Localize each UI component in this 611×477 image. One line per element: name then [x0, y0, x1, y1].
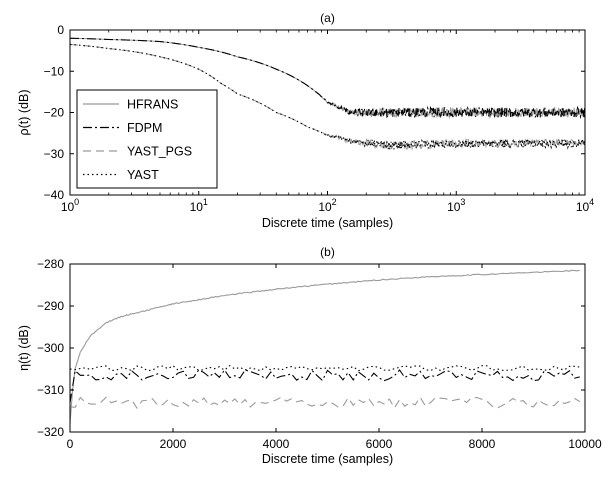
x-tick-label: 6000 [366, 437, 393, 451]
x-tick-label: 104 [576, 197, 594, 214]
panel-b-series [70, 269, 581, 425]
x-tick-label: 2000 [160, 437, 187, 451]
panel-a-ylabel: ρ(t) (dB) [17, 90, 31, 136]
series-line-fdpm [70, 37, 585, 119]
legend-box [76, 89, 218, 189]
series-line-yast_pgs [70, 396, 581, 409]
panel-a-series [70, 37, 585, 151]
panel-a-title: (a) [320, 11, 335, 25]
legend-label-yast: YAST [127, 168, 159, 182]
panel-b-title: (b) [320, 245, 335, 259]
x-tick-label: 100 [61, 197, 79, 214]
y-tick-label: −290 [37, 299, 64, 313]
x-tick-label: 4000 [263, 437, 290, 451]
series-line-yast [70, 364, 580, 372]
x-tick-label: 10000 [568, 437, 602, 451]
series-line-fdpm [70, 369, 580, 403]
x-tick-label: 0 [67, 437, 74, 451]
y-tick-label: −300 [37, 341, 64, 355]
panel-a-xlabel: Discrete time (samples) [262, 216, 393, 230]
x-tick-label: 101 [190, 197, 208, 214]
series-line-yast [70, 43, 585, 150]
y-tick-label: −320 [37, 425, 64, 439]
panel-b-ylabel: η(t) (dB) [17, 325, 31, 371]
panel-b-frame [69, 263, 586, 433]
panel-a-legend: HFRANS FDPM YAST_PGS YAST [76, 89, 218, 189]
legend-label-hfrans: HFRANS [127, 98, 178, 112]
y-tick-label: −30 [44, 147, 65, 161]
y-tick-label: −310 [37, 383, 64, 397]
legend-label-yast_pgs: YAST_PGS [127, 145, 192, 159]
panel-b-xlabel: Discrete time (samples) [262, 452, 393, 466]
y-tick-label: −20 [44, 106, 65, 120]
x-tick-label: 102 [318, 197, 336, 214]
y-tick-label: −280 [37, 257, 64, 271]
x-tick-label: 103 [447, 197, 465, 214]
y-tick-label: −40 [44, 188, 65, 202]
y-tick-label: −10 [44, 64, 65, 78]
legend-label-fdpm: FDPM [127, 121, 162, 135]
series-line-hfrans [70, 269, 580, 425]
y-tick-label: 0 [57, 23, 64, 37]
x-tick-label: 8000 [469, 437, 496, 451]
